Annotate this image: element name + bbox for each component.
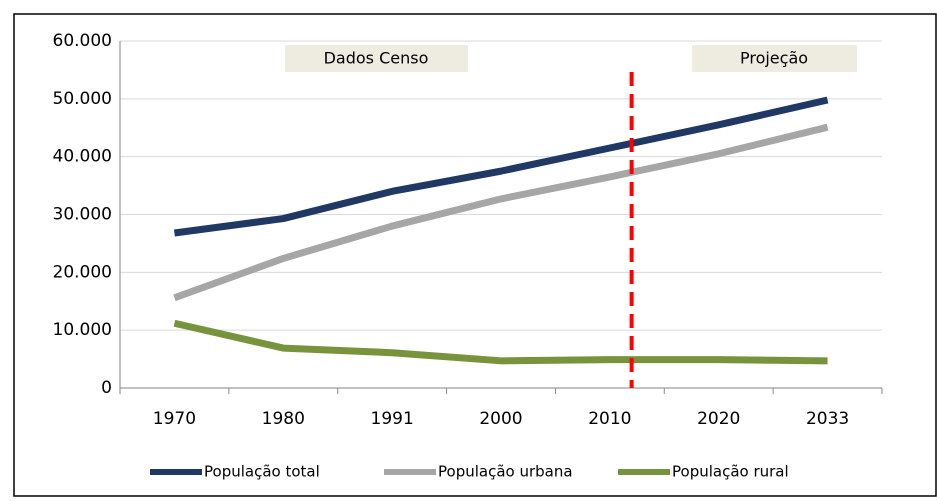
x-tick-label: 2010 — [588, 409, 631, 429]
y-tick-label: 20.000 — [53, 262, 112, 282]
line — [173, 123, 829, 302]
legend-label: População total — [204, 463, 320, 481]
legend-label: População urbana — [438, 463, 573, 481]
y-tick-label: 0 — [101, 378, 112, 398]
line — [173, 96, 829, 237]
x-tick-label: 1980 — [262, 409, 305, 429]
line — [173, 319, 828, 365]
y-tick-label: 60.000 — [53, 31, 112, 51]
annotation-box — [285, 45, 468, 72]
x-tick-label: 2000 — [479, 409, 522, 429]
x-tick-label: 2033 — [806, 409, 849, 429]
y-tick-label: 10.000 — [53, 320, 112, 340]
y-tick-label: 50.000 — [53, 89, 112, 109]
chart-frame — [13, 13, 937, 497]
y-tick-label: 30.000 — [53, 205, 112, 225]
annotation-box — [692, 45, 857, 72]
x-tick-label: 1991 — [371, 409, 414, 429]
legend-label: População rural — [672, 463, 789, 481]
x-tick-label: 2020 — [697, 409, 740, 429]
annotation: Projeção — [740, 49, 808, 68]
y-tick-label: 40.000 — [53, 147, 112, 167]
annotation: Dados Censo — [324, 49, 429, 68]
x-tick-label: 1970 — [153, 409, 196, 429]
